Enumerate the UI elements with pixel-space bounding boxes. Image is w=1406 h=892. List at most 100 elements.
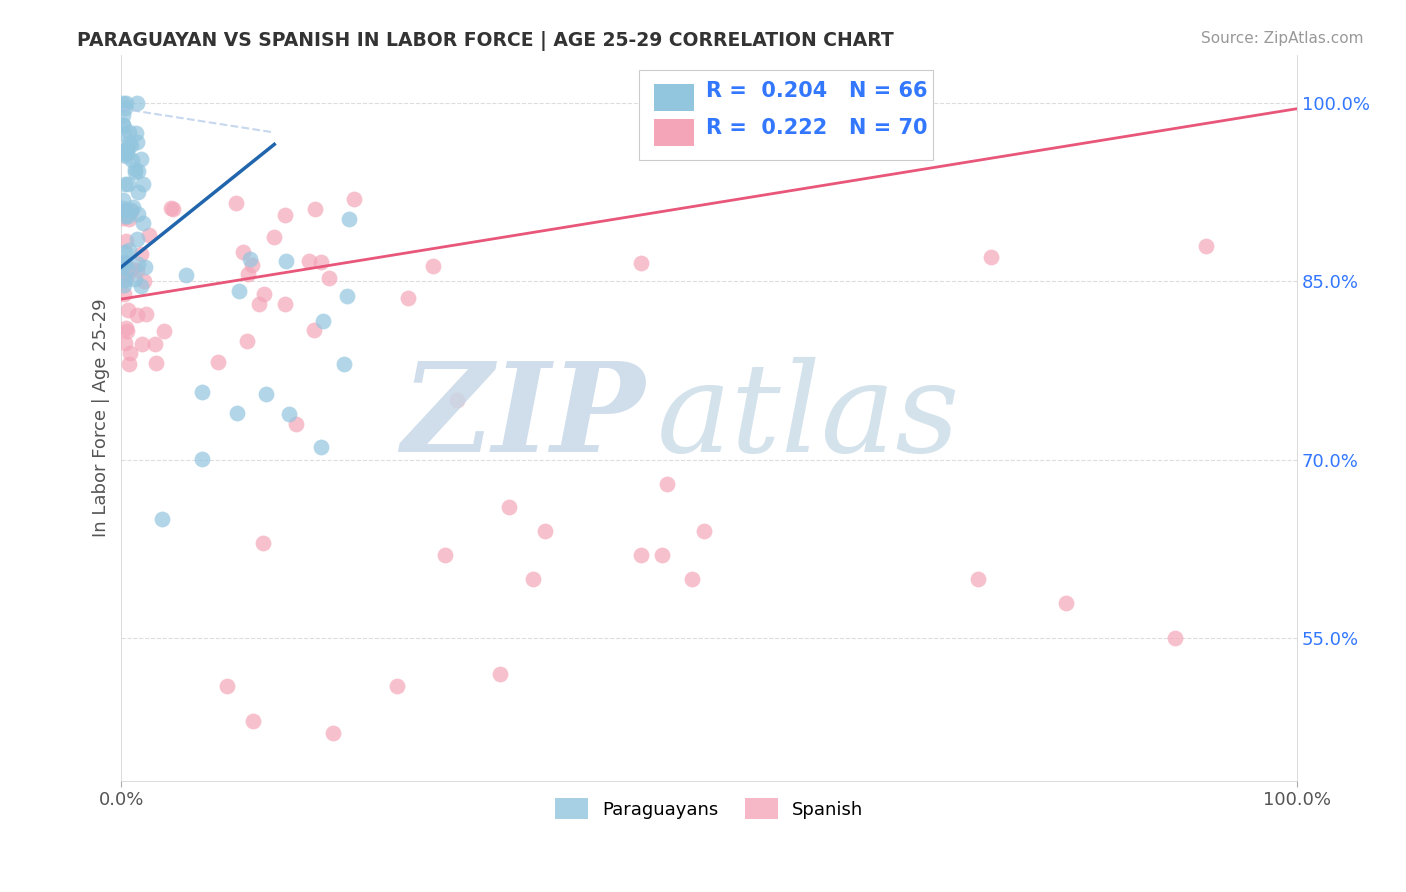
FancyBboxPatch shape <box>654 84 695 111</box>
Point <box>681 572 703 586</box>
Point <box>115 324 138 338</box>
Point <box>247 296 270 310</box>
Point <box>112 256 135 270</box>
Text: atlas: atlas <box>657 358 960 479</box>
Point <box>127 207 149 221</box>
Point <box>115 142 138 156</box>
Point <box>145 356 167 370</box>
Point <box>489 666 512 681</box>
Point <box>127 163 149 178</box>
Point <box>111 211 134 225</box>
Point <box>434 548 457 562</box>
Point <box>125 232 148 246</box>
Point <box>302 322 325 336</box>
Point <box>114 177 136 191</box>
Point <box>630 548 652 562</box>
Point <box>117 210 139 224</box>
Point <box>239 252 262 267</box>
Point <box>522 572 544 586</box>
Point <box>217 679 239 693</box>
FancyBboxPatch shape <box>638 70 932 161</box>
Point <box>630 255 652 269</box>
Point <box>153 324 176 338</box>
Point <box>254 386 277 401</box>
Point <box>115 271 138 285</box>
Point <box>117 243 139 257</box>
Point <box>534 524 557 538</box>
Point <box>114 101 136 115</box>
Point <box>312 314 335 328</box>
Point <box>385 679 408 693</box>
Point <box>318 271 340 285</box>
Point <box>131 336 153 351</box>
Point <box>124 161 146 176</box>
Point <box>129 279 152 293</box>
Point <box>115 202 138 217</box>
Point <box>322 726 344 740</box>
Point <box>263 230 285 244</box>
Point <box>285 417 308 431</box>
Point <box>112 278 135 293</box>
Point <box>112 193 135 207</box>
Point <box>191 452 214 467</box>
Point <box>1164 631 1187 645</box>
Point <box>111 256 134 270</box>
Point <box>232 244 254 259</box>
Point <box>114 95 136 110</box>
Point <box>298 254 321 268</box>
Point <box>115 266 138 280</box>
Point <box>309 255 332 269</box>
Point <box>304 202 326 216</box>
Point <box>111 108 134 122</box>
Point <box>191 384 214 399</box>
Point <box>274 297 297 311</box>
Point <box>114 336 136 351</box>
Point <box>125 135 148 149</box>
Point <box>134 260 156 275</box>
Point <box>277 407 299 421</box>
Point <box>337 211 360 226</box>
Point <box>129 153 152 167</box>
Point <box>115 149 138 163</box>
Point <box>207 355 229 369</box>
Text: Source: ZipAtlas.com: Source: ZipAtlas.com <box>1201 31 1364 46</box>
Point <box>125 126 148 140</box>
Point <box>396 291 419 305</box>
Point <box>274 208 297 222</box>
Point <box>118 136 141 150</box>
Point <box>159 201 181 215</box>
Point <box>114 209 136 223</box>
Point <box>138 228 160 243</box>
Point <box>967 572 990 586</box>
Point <box>115 145 138 160</box>
Point <box>117 211 139 226</box>
Point <box>121 200 143 214</box>
Point <box>114 143 136 157</box>
Point <box>132 274 155 288</box>
Point <box>236 334 259 349</box>
Point <box>117 302 139 317</box>
Point <box>112 146 135 161</box>
Point <box>115 146 138 161</box>
Point <box>117 177 139 191</box>
Point <box>274 253 297 268</box>
Text: PARAGUAYAN VS SPANISH IN LABOR FORCE | AGE 25-29 CORRELATION CHART: PARAGUAYAN VS SPANISH IN LABOR FORCE | A… <box>77 31 894 51</box>
Point <box>131 178 153 192</box>
Point <box>131 246 153 260</box>
Point <box>152 512 174 526</box>
Point <box>236 267 259 281</box>
Point <box>422 259 444 273</box>
Point <box>117 142 139 156</box>
Point <box>980 251 1002 265</box>
Point <box>125 309 148 323</box>
Point <box>114 245 136 260</box>
Point <box>252 536 274 550</box>
Point <box>111 95 134 110</box>
Point <box>115 321 138 335</box>
Point <box>655 476 678 491</box>
Point <box>112 204 135 219</box>
Point <box>651 548 673 562</box>
Point <box>127 95 149 110</box>
Point <box>120 138 142 153</box>
Point <box>112 127 135 141</box>
